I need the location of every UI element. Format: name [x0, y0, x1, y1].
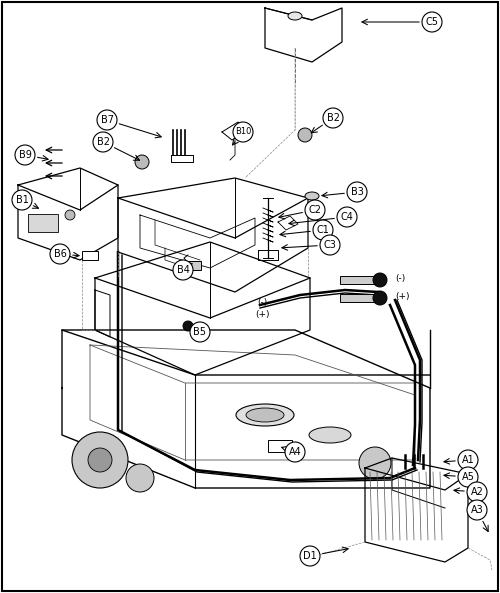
Text: B3: B3: [350, 187, 364, 197]
Text: B10: B10: [235, 127, 251, 136]
Circle shape: [15, 145, 35, 165]
Text: D1: D1: [303, 551, 317, 561]
Text: A2: A2: [470, 487, 484, 497]
Circle shape: [88, 448, 112, 472]
Circle shape: [50, 244, 70, 264]
Circle shape: [300, 546, 320, 566]
Circle shape: [359, 447, 391, 479]
Text: A1: A1: [462, 455, 474, 465]
Circle shape: [313, 220, 333, 240]
Text: C4: C4: [340, 212, 353, 222]
Circle shape: [233, 122, 253, 142]
Text: B9: B9: [18, 150, 32, 160]
Circle shape: [12, 190, 32, 210]
Circle shape: [323, 108, 343, 128]
Text: C5: C5: [426, 17, 438, 27]
Text: (+): (+): [255, 311, 269, 320]
Circle shape: [373, 291, 387, 305]
Text: A3: A3: [470, 505, 484, 515]
Bar: [268, 440, 292, 452]
Text: C2: C2: [308, 205, 322, 215]
Circle shape: [135, 155, 149, 169]
Ellipse shape: [236, 404, 294, 426]
Circle shape: [467, 482, 487, 502]
Text: A5: A5: [462, 472, 474, 482]
Bar: [28, 214, 58, 232]
Text: B6: B6: [54, 249, 66, 259]
Text: (-): (-): [257, 298, 267, 308]
Bar: [340, 294, 378, 302]
Text: C3: C3: [324, 240, 336, 250]
Text: A4: A4: [288, 447, 302, 457]
Circle shape: [458, 450, 478, 470]
Ellipse shape: [309, 427, 351, 443]
Circle shape: [320, 235, 340, 255]
Circle shape: [72, 432, 128, 488]
Bar: [82, 251, 98, 260]
Circle shape: [183, 321, 193, 331]
Text: B2: B2: [326, 113, 340, 123]
Bar: [340, 276, 378, 284]
Text: (+): (+): [395, 292, 409, 301]
Text: B2: B2: [96, 137, 110, 147]
Circle shape: [305, 200, 325, 220]
Circle shape: [93, 132, 113, 152]
Circle shape: [97, 110, 117, 130]
Circle shape: [347, 182, 367, 202]
Ellipse shape: [305, 192, 319, 200]
Circle shape: [126, 464, 154, 492]
Circle shape: [422, 12, 442, 32]
Bar: [185, 261, 201, 270]
Text: (-): (-): [395, 273, 405, 282]
Circle shape: [337, 207, 357, 227]
Circle shape: [285, 442, 305, 462]
Ellipse shape: [246, 408, 284, 422]
Text: B7: B7: [100, 115, 114, 125]
Circle shape: [173, 260, 193, 280]
Circle shape: [458, 467, 478, 487]
Circle shape: [190, 322, 210, 342]
Text: B1: B1: [16, 195, 28, 205]
Text: B5: B5: [194, 327, 206, 337]
Circle shape: [467, 500, 487, 520]
Text: C1: C1: [316, 225, 330, 235]
Circle shape: [373, 273, 387, 287]
Circle shape: [298, 128, 312, 142]
Ellipse shape: [288, 12, 302, 20]
Circle shape: [65, 210, 75, 220]
Text: B4: B4: [176, 265, 190, 275]
